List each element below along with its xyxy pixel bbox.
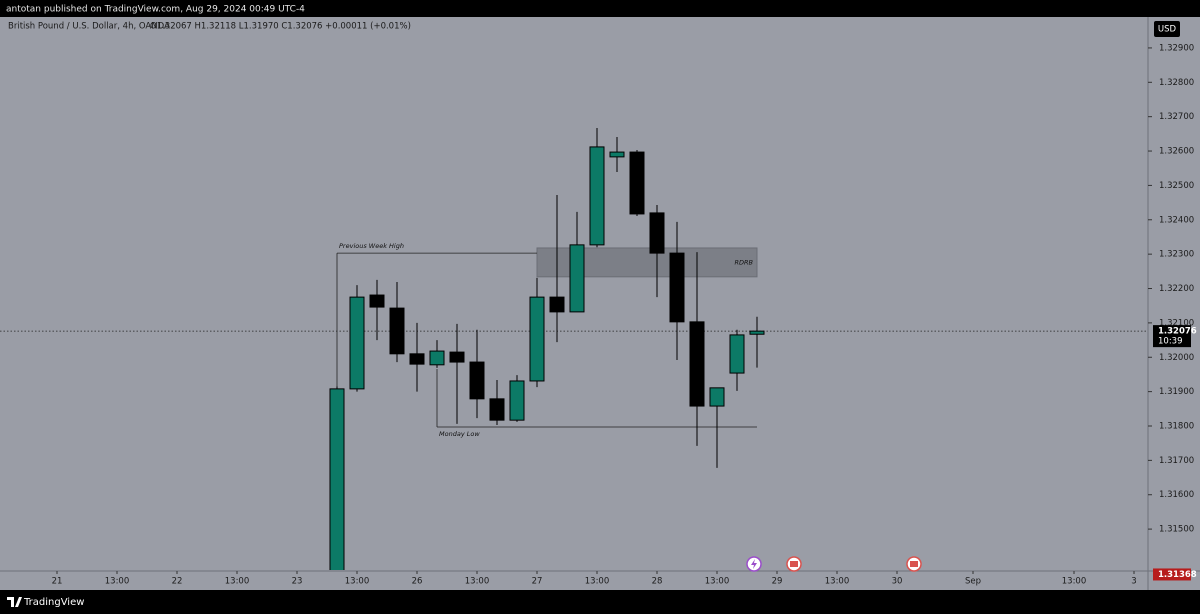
candle-body [709,387,725,407]
candle-body [389,307,405,355]
candle-body [689,321,705,407]
brand: TradingView [23,597,84,608]
x-tick-label: 22 [172,577,183,587]
x-tick-label: 30 [892,577,903,587]
candle-body [369,294,385,308]
y-tick-label: 1.32100 [1159,318,1194,328]
candle-body [429,350,445,366]
candle-body [569,244,585,313]
footer [0,590,1200,614]
y-tick-label: 1.32600 [1159,147,1194,157]
countdown: 10:39 [1158,337,1183,347]
annotation-label: Monday Low [439,430,480,438]
y-tick-label: 1.31500 [1159,525,1194,535]
x-tick-label: 3 [1131,577,1136,587]
chart-background [0,17,1200,590]
brand-logo [7,597,22,607]
ohlc-legend: O1.32067 H1.32118 L1.31970 C1.32076 +0.0… [150,22,411,32]
candle-body [749,330,765,335]
candle-body [629,151,645,215]
y-tick-label: 1.31900 [1159,387,1194,397]
candle-body [409,353,425,365]
candle-body [529,296,545,382]
candle-body [729,334,745,374]
y-tick-label: 1.32000 [1159,353,1194,363]
candle-body [469,361,485,400]
x-tick-label: 13:00 [105,577,130,587]
x-tick-label: Sep [965,577,981,587]
x-tick-label: 13:00 [225,577,250,587]
last-price-label: 1.32076 [1158,327,1197,337]
x-tick-label: 23 [292,577,303,587]
x-tick-label: 28 [652,577,663,587]
candle-body [649,212,665,254]
candle-body [489,398,505,421]
x-tick-label: 29 [772,577,783,587]
y-tick-label: 1.32300 [1159,250,1194,260]
y-tick-label: 1.32500 [1159,181,1194,191]
y-tick-label: 1.32400 [1159,215,1194,225]
top-bar [0,0,1200,17]
currency-button[interactable] [1154,21,1180,37]
x-tick-label: 26 [412,577,423,587]
y-tick-label: 1.32200 [1159,284,1194,294]
x-tick-label: 13:00 [825,577,850,587]
x-tick-label: 13:00 [705,577,730,587]
y-tick-label: 1.32900 [1159,43,1194,53]
y-tick-label: 1.32800 [1159,78,1194,88]
candle-body [549,296,565,313]
candle-body [329,388,345,570]
candle-body [349,296,365,390]
candle-body [609,151,625,158]
x-tick-label: 21 [52,577,63,587]
y-tick-label: 1.31800 [1159,421,1194,431]
low-marker-label: 1.31368 [1158,570,1197,580]
zone-label: RDRB [735,258,754,266]
candle-body [449,351,465,363]
lightning [751,559,757,569]
x-tick-label: 27 [532,577,543,587]
publisher: antotan published on TradingView.com, Au… [6,5,305,15]
y-tick-label: 1.31700 [1159,456,1194,466]
symbol: British Pound / U.S. Dollar, 4h, OANDA [8,22,170,32]
candle-body [589,146,605,246]
plot: RDRB Previous Week High Monday Low [0,128,1148,570]
last-price-box [1153,325,1191,348]
low-marker-box [1153,568,1191,581]
flag [790,561,798,567]
currency-label[interactable]: USD [1158,25,1177,35]
x-tick-label: 13:00 [585,577,610,587]
event-icons [746,556,922,572]
y-tick-label: 1.32700 [1159,112,1194,122]
flag [910,561,918,567]
candle-body [669,252,685,323]
candle-body [509,380,525,421]
y-tick-label: 1.31600 [1159,490,1194,500]
x-tick-label: 13:00 [1062,577,1087,587]
x-tick-label: 13:00 [465,577,490,587]
annotation-label: Previous Week High [339,242,404,250]
x-tick-label: 13:00 [345,577,370,587]
